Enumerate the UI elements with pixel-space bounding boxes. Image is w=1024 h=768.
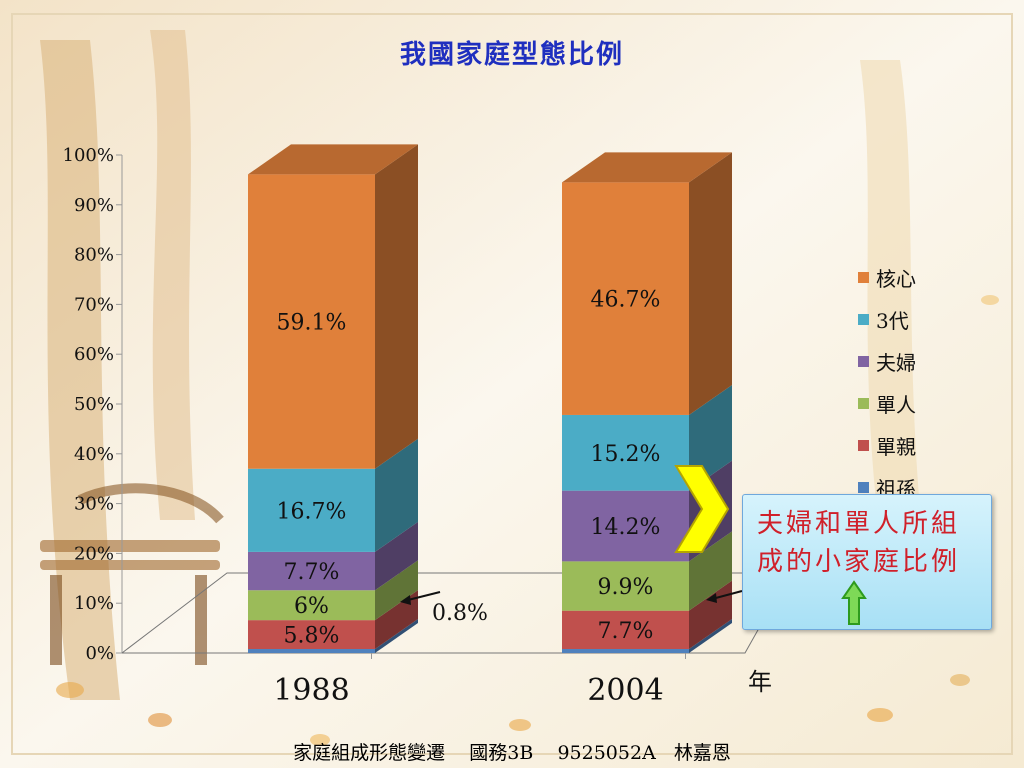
falling-leaves-decoration xyxy=(56,295,999,746)
legend-swatch-single-parent xyxy=(858,439,869,451)
legend-item-couple: 夫婦 xyxy=(858,340,916,382)
bar-side-1988-0 xyxy=(375,619,418,653)
footer-credit: 家庭組成形態變遷 國務3B 9525052A 林嘉恩 xyxy=(293,742,731,764)
bar-segment-1988-0 xyxy=(248,649,375,653)
chart-legend: 核心 3代 夫婦 單人 單親 祖孫 xyxy=(858,256,916,508)
bar-segment-1988-4 xyxy=(248,468,375,552)
bar-segment-1988-1 xyxy=(248,620,375,650)
legend-label-single: 單人 xyxy=(876,392,916,417)
data-label: 9.9% xyxy=(598,575,654,600)
annotation-label: 0.8% xyxy=(432,601,488,626)
data-label: 14.2% xyxy=(591,515,661,540)
bar-side-2004-4 xyxy=(689,384,732,491)
data-label: 5.8% xyxy=(284,624,340,649)
data-label: 15.2% xyxy=(591,442,661,467)
bar-segment-1988-3 xyxy=(248,551,375,591)
y-tick-label: 30% xyxy=(74,494,114,515)
x-axis-label: 年 xyxy=(748,668,772,696)
y-tick-label: 80% xyxy=(74,245,114,266)
chevron-right-icon xyxy=(674,465,730,553)
bar-segment-1988-5 xyxy=(248,174,375,469)
bar-segment-2004-1 xyxy=(562,610,689,650)
chart-title: 我國家庭型態比例 xyxy=(399,40,624,70)
data-label: 59.1% xyxy=(277,311,347,336)
bar-top-1988 xyxy=(248,144,418,175)
annotation-arrowhead-1988 xyxy=(400,595,411,605)
y-tick-label: 40% xyxy=(74,444,114,465)
arrow-up-icon xyxy=(841,580,867,625)
bar-segment-2004-5 xyxy=(562,182,689,415)
y-tick-label: 10% xyxy=(74,593,114,614)
bar-segment-2004-2 xyxy=(562,561,689,611)
legend-item-single: 單人 xyxy=(858,382,916,424)
bar-segment-2004-4 xyxy=(562,414,689,491)
callout-box: 夫婦和單人所組成的小家庭比例 xyxy=(742,494,992,630)
legend-label-three-generation: 3代 xyxy=(876,308,909,333)
bar-side-2004-0 xyxy=(689,619,732,653)
bar-side-1988-1 xyxy=(375,590,418,650)
data-label: 16.7% xyxy=(277,499,347,524)
y-tick-label: 20% xyxy=(74,543,114,564)
y-tick-label: 60% xyxy=(74,344,114,365)
bar-side-1988-2 xyxy=(375,560,418,621)
annotation-arrowhead-2004 xyxy=(706,593,717,603)
data-label: 6% xyxy=(294,594,329,619)
legend-label-core: 核心 xyxy=(876,266,916,291)
legend-item-three-generation: 3代 xyxy=(858,298,916,340)
bar-segment-2004-0 xyxy=(562,649,689,653)
annotation-arrow-2004 xyxy=(711,590,743,600)
bar-segment-1988-2 xyxy=(248,590,375,621)
legend-swatch-single xyxy=(858,397,869,409)
tree-trunks-decoration xyxy=(40,30,930,700)
data-label: 46.7% xyxy=(591,288,661,313)
legend-swatch-three-generation xyxy=(858,313,869,325)
y-tick-label: 90% xyxy=(74,195,114,216)
legend-swatch-core xyxy=(858,271,869,283)
legend-item-core: 核心 xyxy=(858,256,916,298)
legend-swatch-couple xyxy=(858,355,869,367)
y-tick-label: 100% xyxy=(63,145,114,166)
legend-label-couple: 夫婦 xyxy=(876,350,916,375)
bar-top-2004 xyxy=(562,152,732,183)
x-tick-label: 1988 xyxy=(273,673,349,708)
y-tick-label: 50% xyxy=(74,394,114,415)
y-tick-label: 0% xyxy=(85,643,114,664)
bar-segment-2004-3 xyxy=(562,490,689,562)
callout-text: 夫婦和單人所組成的小家庭比例 xyxy=(757,509,961,577)
bench-decoration xyxy=(40,483,224,665)
legend-swatch-grandparent xyxy=(858,481,869,493)
data-label: 7.7% xyxy=(598,619,654,644)
legend-label-single-parent: 單親 xyxy=(876,434,916,459)
bar-side-1988-5 xyxy=(375,144,418,469)
bar-side-1988-3 xyxy=(375,521,418,591)
x-tick-label: 2004 xyxy=(587,673,663,708)
legend-item-single-parent: 單親 xyxy=(858,424,916,466)
bar-side-2004-1 xyxy=(689,580,732,650)
bar-side-2004-5 xyxy=(689,152,732,415)
bar-side-2004-2 xyxy=(689,531,732,611)
y-tick-label: 70% xyxy=(74,294,114,315)
data-label: 7.7% xyxy=(284,560,340,585)
bar-side-1988-4 xyxy=(375,438,418,552)
